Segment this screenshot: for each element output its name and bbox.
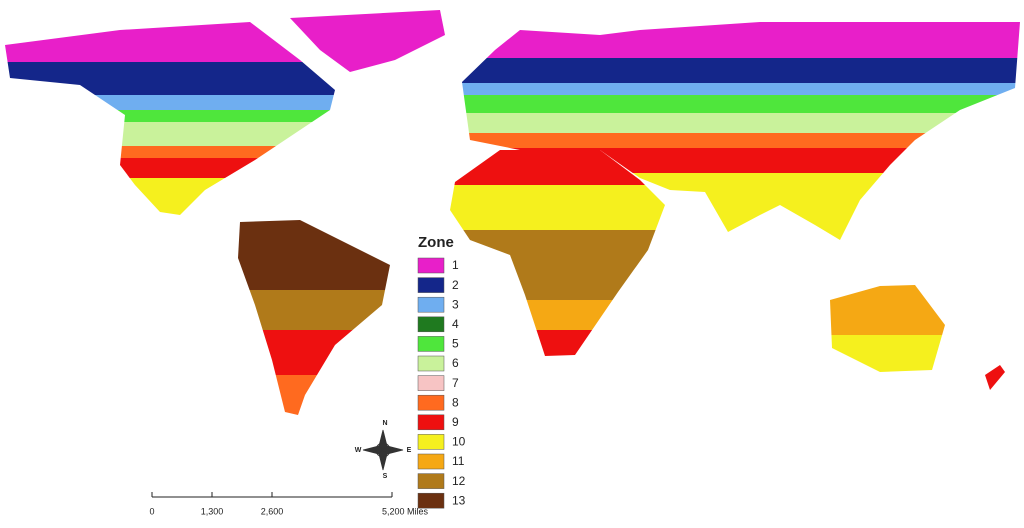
- scale-bar: 0 1,300 2,600 5,200 Miles: [149, 492, 429, 516]
- compass-w: W: [355, 447, 362, 454]
- legend-swatch: [417, 414, 445, 431]
- compass-e: E: [407, 447, 412, 454]
- legend-swatch: [417, 257, 445, 274]
- africa: [450, 150, 665, 356]
- legend-label: 6: [452, 356, 459, 370]
- legend-swatch: [417, 453, 445, 470]
- legend-label: 1: [452, 258, 459, 272]
- scale-label: 0: [149, 506, 154, 516]
- legend-swatch: [417, 296, 445, 313]
- legend-swatch: [417, 434, 445, 450]
- legend-swatch: [417, 394, 445, 411]
- legend-label: 3: [452, 297, 459, 311]
- scale-label: 5,200 Miles: [382, 506, 429, 516]
- australia: [830, 285, 945, 372]
- legend-label: 13: [452, 493, 466, 507]
- scale-label: 1,300: [201, 506, 224, 516]
- legend-swatch: [417, 277, 445, 293]
- legend-title: Zone: [418, 234, 454, 251]
- new-zealand: [985, 365, 1005, 390]
- compass-n: N: [382, 420, 387, 427]
- compass-s: S: [383, 473, 388, 480]
- legend-swatch: [417, 492, 445, 509]
- legend-label: 2: [452, 278, 459, 292]
- legend-label: 9: [452, 415, 459, 429]
- legend-label: 8: [452, 395, 459, 409]
- south-america: [238, 220, 390, 415]
- legend-label: 10: [452, 435, 466, 449]
- compass: N E S W: [355, 420, 412, 480]
- legend-label: 5: [452, 337, 459, 351]
- legend-label: 11: [452, 454, 465, 468]
- legend-swatch: [417, 316, 445, 333]
- north-america: [5, 22, 335, 215]
- legend-swatch: [417, 375, 445, 391]
- legend-label: 4: [452, 317, 459, 331]
- legend-swatch: [417, 355, 445, 372]
- scale-label: 2,600: [261, 506, 284, 516]
- legend-label: 7: [452, 376, 459, 390]
- legend-swatch: [417, 336, 445, 352]
- legend-label: 12: [452, 474, 466, 488]
- legend-swatch: [417, 473, 445, 489]
